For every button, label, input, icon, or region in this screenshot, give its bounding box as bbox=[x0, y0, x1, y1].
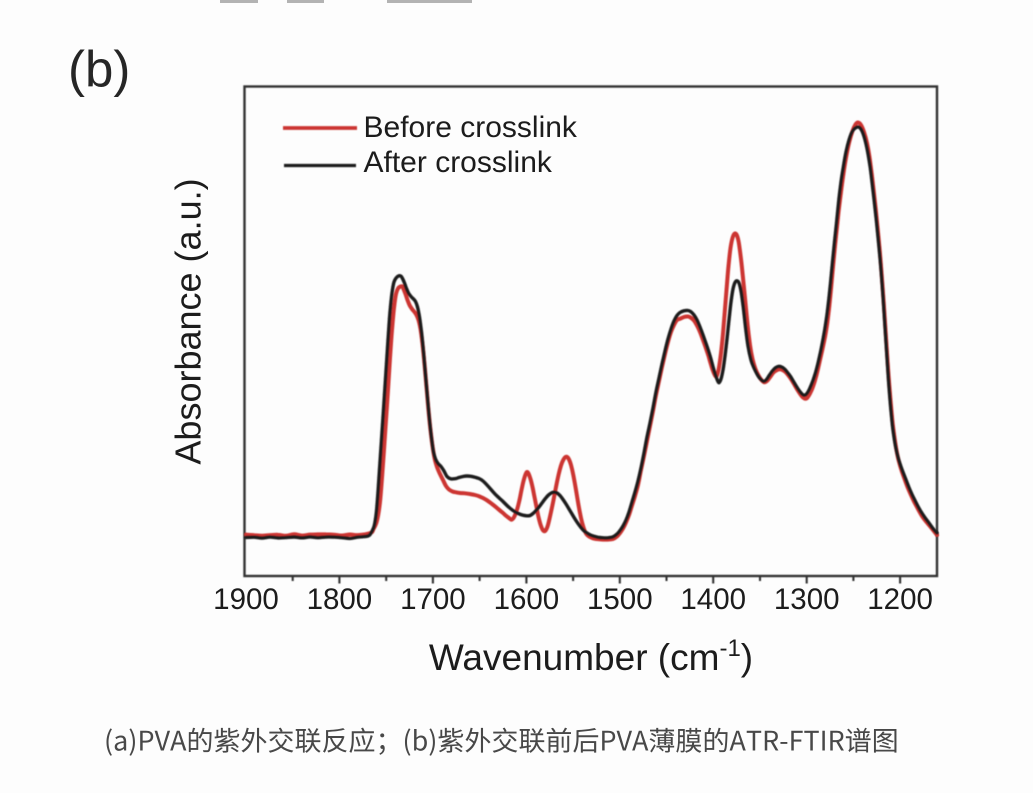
svg-text:1300: 1300 bbox=[774, 583, 840, 616]
svg-text:1400: 1400 bbox=[680, 583, 746, 616]
svg-text:1600: 1600 bbox=[494, 583, 560, 616]
svg-text:1200: 1200 bbox=[867, 583, 933, 616]
svg-text:1700: 1700 bbox=[400, 583, 466, 616]
svg-text:1900: 1900 bbox=[213, 583, 279, 616]
svg-text:1500: 1500 bbox=[587, 583, 653, 616]
svg-text:(b): (b) bbox=[68, 41, 130, 98]
svg-text:After crosslink: After crosslink bbox=[364, 146, 553, 179]
svg-text:1800: 1800 bbox=[307, 583, 373, 616]
svg-text:Wavenumber (cm-1): Wavenumber (cm-1) bbox=[429, 635, 753, 678]
svg-text:Before crosslink: Before crosslink bbox=[364, 111, 578, 144]
svg-text:Absorbance (a.u.): Absorbance (a.u.) bbox=[168, 178, 209, 464]
